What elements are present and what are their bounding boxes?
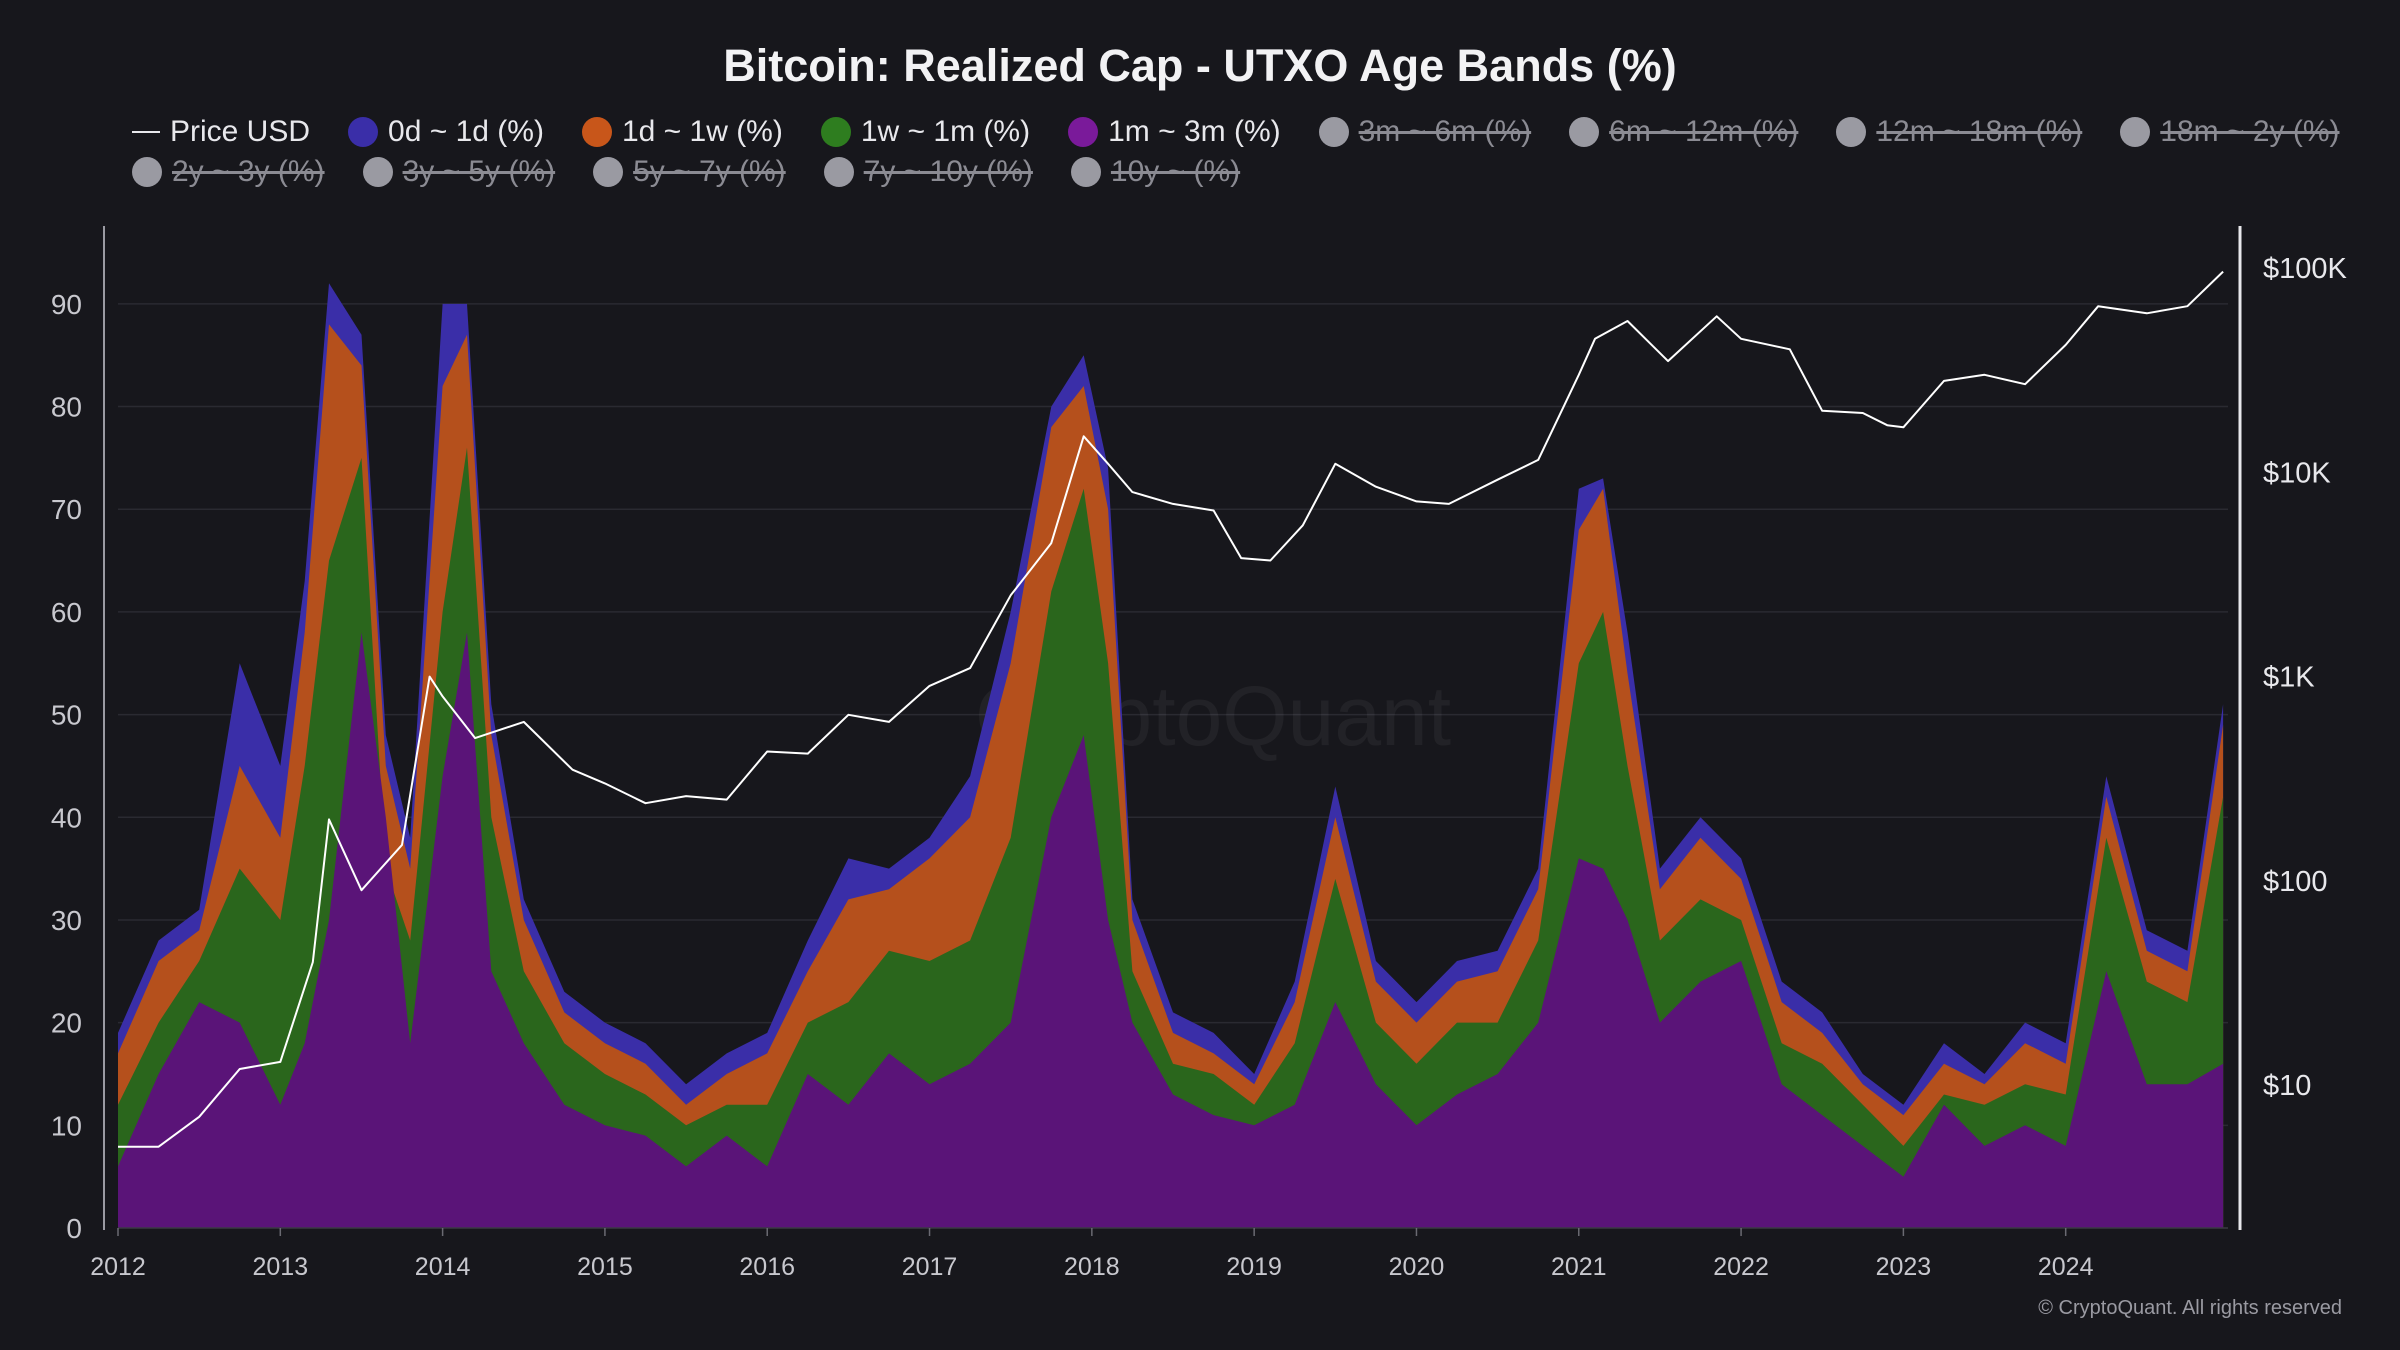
legend: Price USD 0d ~ 1d (%) 1d ~ 1w (%) 1w ~ 1m (… (132, 112, 2340, 192)
x-tick-label: 2023 (1876, 1253, 1932, 1281)
copyright-notice: © CryptoQuant. All rights reserved (2038, 1297, 2342, 1319)
legend-item[interactable]: 12m ~ 18m (%) (1836, 115, 2082, 149)
legend-label: 10y ~ (%) (1110, 155, 1241, 188)
legend-item[interactable]: 3y ~ 5y (%) (362, 155, 556, 189)
legend-label: 18m ~ 2y (%) (2160, 115, 2340, 148)
legend-dot-swatch (1068, 117, 1099, 147)
legend-row: 2y ~ 3y (%) 3y ~ 5y (%) 5y ~ 7y (%) 7y ~ 10… (132, 152, 2312, 192)
area-series (118, 632, 2224, 1228)
y-tick-label: 30 (51, 905, 82, 936)
legend-dot-swatch (1070, 157, 1101, 187)
y-tick-label: 70 (51, 494, 82, 525)
y-tick-label: 10 (51, 1110, 82, 1141)
x-tick-label: 2024 (2038, 1253, 2094, 1281)
y2-tick-label: $10K (2263, 457, 2331, 489)
legend-item[interactable]: 7y ~ 10y (%) (823, 155, 1033, 189)
legend-dot-swatch (820, 117, 851, 147)
legend-dot-swatch (1318, 117, 1349, 147)
y-tick-label: 20 (51, 1008, 82, 1039)
y-tick-label: 40 (51, 802, 82, 833)
x-tick-label: 2014 (415, 1253, 471, 1281)
legend-label: 5y ~ 7y (%) (633, 155, 786, 188)
y-tick-label: 0 (66, 1213, 82, 1244)
legend-item[interactable]: 18m ~ 2y (%) (2120, 115, 2340, 149)
legend-label: 3m ~ 6m (%) (1358, 115, 1532, 148)
x-tick-label: 2015 (577, 1253, 633, 1281)
legend-dot-swatch (593, 157, 624, 187)
x-tick-label: 2013 (252, 1253, 308, 1281)
legend-label: 1m ~ 3m (%) (1108, 115, 1281, 148)
x-tick-label: 2019 (1226, 1253, 1282, 1281)
legend-dot-swatch (1569, 117, 1600, 147)
legend-item[interactable]: 10y ~ (%) (1070, 155, 1241, 189)
y-tick-label: 60 (51, 597, 82, 628)
chart-title: Bitcoin: Realized Cap - UTXO Age Bands (… (723, 40, 1677, 91)
legend-dot-swatch (362, 157, 393, 187)
legend-dot-swatch (348, 117, 379, 147)
x-tick-label: 2020 (1389, 1253, 1445, 1281)
legend-dot-swatch (1836, 117, 1867, 147)
legend-item[interactable]: 2y ~ 3y (%) (132, 155, 325, 189)
legend-label: 6m ~ 12m (%) (1609, 115, 1799, 148)
y-tick-label: 80 (51, 392, 82, 423)
legend-dot-swatch (2120, 117, 2151, 147)
y2-tick-label: $1K (2263, 662, 2315, 694)
legend-item[interactable]: Price USD (132, 115, 310, 149)
legend-label: 12m ~ 18m (%) (1876, 115, 2083, 148)
legend-item[interactable]: 6m ~ 12m (%) (1569, 115, 1798, 149)
y-tick-label: 90 (51, 289, 82, 320)
legend-label: 0d ~ 1d (%) (388, 115, 544, 148)
y2-tick-label: $100K (2263, 253, 2348, 285)
x-tick-label: 2022 (1713, 1253, 1769, 1281)
legend-label: 2y ~ 3y (%) (172, 155, 325, 188)
legend-item[interactable]: 1w ~ 1m (%) (820, 115, 1031, 149)
y-tick-label: 50 (51, 700, 82, 731)
x-tick-label: 2017 (902, 1253, 958, 1281)
legend-label: 7y ~ 10y (%) (863, 155, 1033, 188)
legend-label: 1d ~ 1w (%) (621, 115, 783, 148)
legend-label: Price USD (170, 115, 311, 148)
legend-item[interactable]: 3m ~ 6m (%) (1318, 115, 1532, 149)
legend-item[interactable]: 0d ~ 1d (%) (348, 115, 544, 149)
x-tick-label: 2021 (1551, 1253, 1607, 1281)
legend-label: 3y ~ 5y (%) (402, 155, 556, 188)
x-tick-label: 2012 (90, 1253, 146, 1281)
legend-label: 1w ~ 1m (%) (860, 115, 1031, 148)
legend-dot-swatch (581, 117, 612, 147)
x-tick-label: 2018 (1064, 1253, 1120, 1281)
price-line (118, 270, 2224, 1148)
y2-tick-label: $10 (2263, 1070, 2311, 1102)
legend-item[interactable]: 1m ~ 3m (%) (1068, 115, 1281, 149)
legend-line-swatch (132, 131, 160, 133)
y2-tick-label: $100 (2263, 866, 2328, 898)
legend-item[interactable]: 5y ~ 7y (%) (593, 155, 786, 189)
legend-dot-swatch (823, 157, 854, 187)
legend-dot-swatch (132, 157, 162, 187)
legend-item[interactable]: 1d ~ 1w (%) (581, 115, 783, 149)
legend-row: Price USD 0d ~ 1d (%) 1d ~ 1w (%) 1w ~ 1m (… (132, 112, 2340, 152)
x-tick-label: 2016 (739, 1253, 795, 1281)
